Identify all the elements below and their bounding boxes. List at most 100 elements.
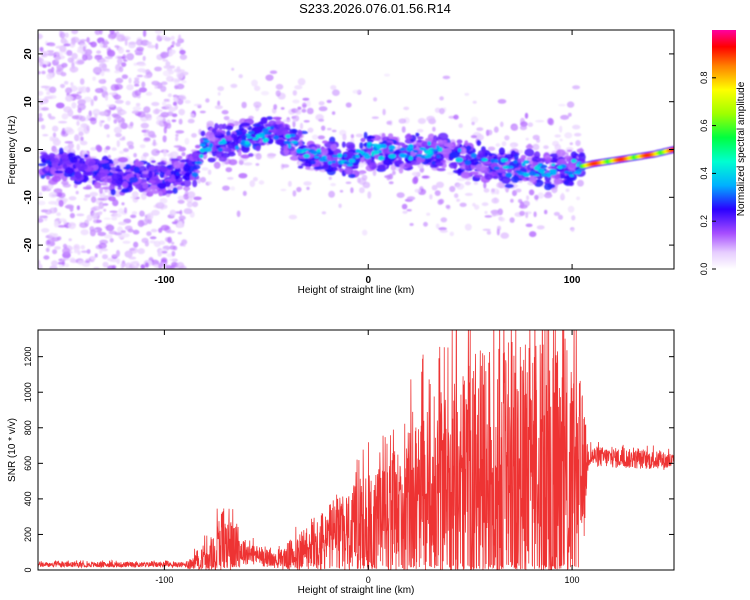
spectral-blob [465,154,470,158]
spectral-blob [449,185,456,193]
spectral-blob [434,190,441,197]
spectral-blob [125,164,132,169]
spectral-blob [101,248,108,252]
spectral-blob [406,209,412,212]
spectral-blob [241,101,247,109]
spectral-blob [238,74,243,79]
spectral-blob [134,89,142,96]
spectral-blob [180,71,189,76]
spectral-blob [352,89,361,94]
spectral-blob [105,224,115,232]
spectral-blob [147,41,152,46]
spectral-blob [111,254,120,257]
snr-y-tick-label: 200 [23,527,33,542]
spectral-blob [282,119,291,123]
spectral-blob [524,112,529,119]
snr-series-line [38,330,674,570]
spectral-blob [156,120,163,126]
spectral-blob [252,126,262,133]
spectral-blob [448,162,458,169]
spectral-blob [154,66,162,72]
spectral-blob [439,229,448,233]
spectral-blob [181,79,187,84]
spectral-blob [64,126,73,133]
spectral-blob [382,108,386,116]
spectral-blob [137,111,146,118]
spectral-blob [567,112,572,117]
spectral-blob [60,37,67,44]
spectral-blob [475,163,486,172]
spectral-blob [63,43,71,47]
spectral-blob [413,176,419,184]
spectral-blob [76,120,80,126]
spectral-blob [184,190,189,197]
spectral-blob [221,110,229,115]
spectral-blob [306,107,314,115]
spectral-blob [97,231,107,237]
spectral-blob [492,175,499,180]
spectral-blob [93,181,102,189]
spectral-blob [160,51,169,59]
spectral-blob [120,263,127,267]
spectral-blob [62,163,68,170]
spectral-blob [303,120,310,123]
spectral-blob [58,147,64,155]
spectral-blob [93,95,98,102]
spectral-blob [143,106,151,114]
spectral-blob [260,117,268,124]
spectral-blob [166,165,172,168]
spectral-blob [262,128,269,134]
spectral-blob [141,81,146,88]
spectral-blob [529,176,536,183]
spectral-blob [65,87,73,94]
spectral-blob [111,216,118,221]
spectral-blob [184,137,190,145]
snr-ylabel: SNR (10 * v/v) [7,418,18,482]
spectral-blob [456,177,466,182]
spectral-blob [116,140,121,148]
spectral-blob [411,171,420,176]
spectral-blob [502,158,509,163]
spectral-blob [348,173,356,178]
spectral-blob [207,181,212,185]
spectral-blob [302,97,310,101]
spectral-blob [65,95,74,102]
spectral-blob [550,159,558,163]
spectral-blob [401,203,408,210]
spectral-blob [38,70,41,75]
spectral-blob [166,111,174,117]
spectral-blob [177,199,185,204]
spectral-blob [576,179,584,187]
spectral-blob [403,106,410,111]
spectral-blob [543,145,549,150]
spectral-blob [55,67,64,75]
spectral-blob [38,90,44,96]
spectral-blob [60,154,69,162]
spectral-blob [175,133,179,137]
spectral-blob [318,101,325,106]
spectral-blob [163,65,173,69]
spectral-blob [101,163,111,168]
spectral-blob [124,39,128,46]
spectral-blob [65,204,74,209]
spectral-blob [570,228,575,233]
spectral-blob [436,145,440,150]
spectral-blob [132,106,142,111]
spectral-blob [122,240,131,244]
spectral-blob [110,84,120,91]
spectral-blob [56,212,61,217]
spectral-blob [45,166,50,172]
spectral-blob [112,158,120,165]
spectral-blob [476,139,482,146]
spectral-blob [273,135,280,140]
spectral-blob [339,189,344,193]
spectral-blob [318,118,325,122]
spectral-blob [117,46,124,54]
spectral-blob [149,236,157,240]
spectral-blob [296,148,302,154]
spectral-blob [135,102,141,107]
spectral-blob [83,171,95,176]
spectral-blob [481,161,492,165]
spectral-blob [455,157,464,163]
spectral-blob [429,194,433,200]
